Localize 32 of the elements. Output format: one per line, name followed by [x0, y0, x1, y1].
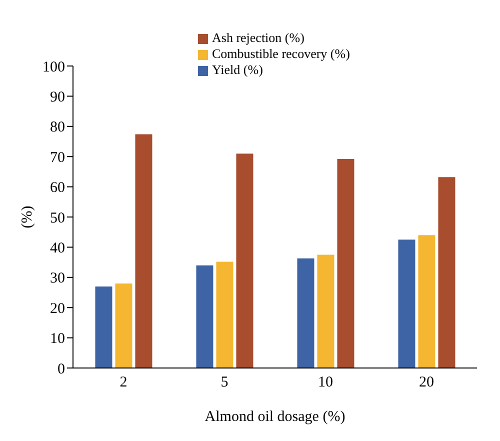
y-tick-label: 90 [50, 90, 65, 106]
x-tick-label: 10 [318, 374, 333, 391]
y-axis-title: (%) [19, 206, 36, 228]
y-tick-label: 50 [50, 210, 65, 226]
bar [418, 235, 436, 368]
x-axis-title: Almond oil dosage (%) [204, 409, 346, 425]
bar [115, 283, 132, 368]
bar [337, 159, 354, 368]
bar [216, 262, 234, 368]
bar [196, 265, 214, 368]
bar [398, 240, 416, 368]
y-tick-label: 10 [50, 331, 65, 348]
y-tick-label: 70 [50, 150, 65, 166]
y-tick-label: 30 [50, 270, 65, 287]
y-tick-label: 40 [50, 240, 65, 257]
x-tick-label: 5 [220, 374, 228, 391]
y-tick-label: 80 [50, 120, 65, 136]
y-tick-label: 0 [58, 361, 65, 378]
bar [135, 134, 152, 368]
bar [438, 177, 456, 368]
y-tick-label: 60 [50, 180, 65, 196]
legend-label: Yield (%) [212, 62, 263, 77]
bar [236, 154, 254, 368]
bar [297, 258, 314, 368]
bar [95, 286, 112, 368]
y-tick-label: 20 [50, 300, 65, 317]
legend-label: Combustible recovery (%) [212, 46, 350, 61]
x-tick-label: 2 [120, 374, 128, 391]
bar [317, 254, 334, 368]
y-tick-label: 100 [42, 59, 65, 76]
x-tick-label: 20 [419, 374, 434, 391]
legend-label: Ash rejection (%) [212, 30, 304, 45]
